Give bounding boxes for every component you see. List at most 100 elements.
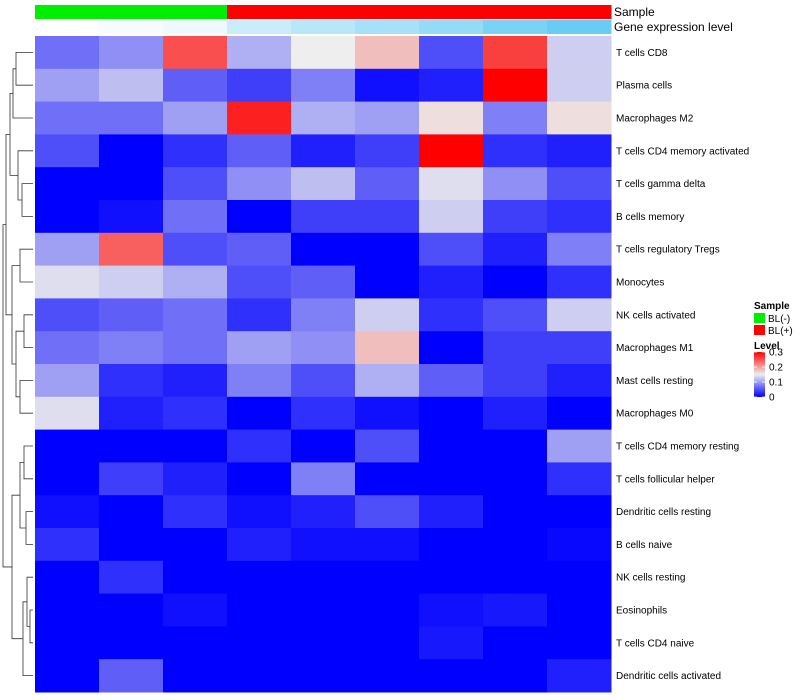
heatmap-cell <box>547 68 612 103</box>
heatmap-cell <box>99 331 164 365</box>
heatmap-cell <box>291 68 356 103</box>
heatmap-cell <box>547 134 612 168</box>
heatmap-cell <box>227 528 292 562</box>
row-dendrogram <box>2 52 33 676</box>
legend-title-sample: Sample <box>754 301 790 312</box>
heatmap-cell <box>547 200 612 234</box>
heatmap-cell <box>163 560 228 595</box>
row-label: NK cells resting <box>616 573 685 584</box>
heatmap-cell <box>355 298 420 332</box>
heatmap-cell <box>35 265 100 299</box>
heatmap-cell <box>419 429 484 463</box>
dendrogram-branch <box>9 93 18 176</box>
heatmap-cell <box>483 495 548 529</box>
heatmap-cell <box>419 462 484 496</box>
row-label: T cells regulatory Tregs <box>616 245 720 256</box>
heatmap-cell <box>419 232 484 267</box>
heatmap-cell <box>35 36 100 70</box>
heatmap-cell <box>99 495 164 529</box>
heatmap-cell <box>35 429 100 463</box>
heatmap-cell <box>355 659 420 693</box>
heatmap-cell <box>483 265 548 299</box>
heatmap-cell <box>35 462 100 496</box>
heatmap-cell <box>163 593 228 627</box>
sample-annotation-cell <box>355 5 420 19</box>
heatmap-cell <box>355 200 420 234</box>
dendrogram-branch <box>2 224 12 568</box>
heatmap-cell <box>163 68 228 103</box>
heatmap-cell <box>419 101 484 135</box>
row-label: Macrophages M1 <box>616 343 694 354</box>
heatmap-cell <box>99 659 164 693</box>
row-label: Plasma cells <box>616 81 672 92</box>
heatmap-cell <box>547 265 612 299</box>
sample-annotation-cell <box>291 5 356 19</box>
heatmap-cell <box>419 331 484 365</box>
heatmap-cell <box>163 101 228 135</box>
heatmap-cell <box>163 495 228 529</box>
heatmap-cell <box>99 265 164 299</box>
heatmap-cell <box>99 593 164 627</box>
sample-annotation-cell <box>483 5 548 19</box>
heatmap-cell <box>547 429 612 463</box>
legend-label-bl-positive: BL(+) <box>768 326 793 337</box>
sample-annotation-bar <box>35 5 612 19</box>
heatmap-cell <box>355 232 420 267</box>
heatmap-cell <box>291 134 356 168</box>
heatmap-cell <box>227 101 292 135</box>
legend: Sample BL(-) BL(+) Level 0.3 0.2 0.1 0 <box>754 301 793 404</box>
heatmap-cell <box>355 560 420 595</box>
legend-label-bl-negative: BL(-) <box>768 314 790 325</box>
heatmap-cell <box>163 626 228 660</box>
row-label: T cells CD8 <box>616 48 668 59</box>
row-label: B cells memory <box>616 212 684 223</box>
heatmap-cell <box>355 68 420 103</box>
heatmap-cell <box>355 167 420 201</box>
gene-expression-annotation-cell <box>547 20 612 34</box>
heatmap-cell <box>99 167 164 201</box>
heatmap-cell <box>35 528 100 562</box>
heatmap-cell <box>35 593 100 627</box>
heatmap-cell <box>99 626 164 660</box>
row-label: T cells follicular helper <box>616 474 715 485</box>
row-label: T cells gamma delta <box>616 179 706 190</box>
heatmap-cell <box>227 167 292 201</box>
heatmap-cell <box>419 659 484 693</box>
heatmap-cell <box>99 200 164 234</box>
heatmap-cell <box>163 167 228 201</box>
gene-expression-annotation-cell <box>483 20 548 34</box>
level-colorbar-ticks: 0.3 0.2 0.1 0 <box>754 348 783 404</box>
heatmap-cell <box>419 134 484 168</box>
heatmap-cell <box>35 167 100 201</box>
legend-swatch-bl-negative <box>754 313 765 323</box>
row-label: Dendritic cells resting <box>616 507 711 518</box>
sample-annotation-title: Sample <box>614 5 655 19</box>
heatmap-cell <box>99 528 164 562</box>
heatmap-cell <box>291 232 356 267</box>
dendrogram-branch <box>29 609 33 644</box>
legend-swatch-bl-positive <box>754 325 765 335</box>
heatmap-cell <box>419 68 484 103</box>
heatmap-cell <box>227 429 292 463</box>
heatmap-cell <box>355 626 420 660</box>
heatmap-cell <box>355 396 420 431</box>
heatmap-cell <box>547 560 612 595</box>
heatmap-cell <box>291 167 356 201</box>
heatmap-cell <box>291 101 356 135</box>
dendrogram-branch <box>23 445 33 480</box>
heatmap-cell <box>227 134 292 168</box>
heatmap-cell <box>355 101 420 135</box>
heatmap-cell <box>227 36 292 70</box>
heatmap-cell <box>227 495 292 529</box>
heatmap-cell <box>227 68 292 103</box>
heatmap-cell <box>483 167 548 201</box>
gene-expression-annotation-cell <box>35 20 100 34</box>
heatmap-cell <box>227 331 292 365</box>
heatmap-cell <box>163 331 228 365</box>
heatmap-cell <box>163 232 228 267</box>
heatmap-cell <box>99 36 164 70</box>
heatmap-cell <box>291 495 356 529</box>
heatmap-cell <box>547 36 612 70</box>
heatmap-cell <box>419 495 484 529</box>
heatmap-cell <box>35 68 100 103</box>
